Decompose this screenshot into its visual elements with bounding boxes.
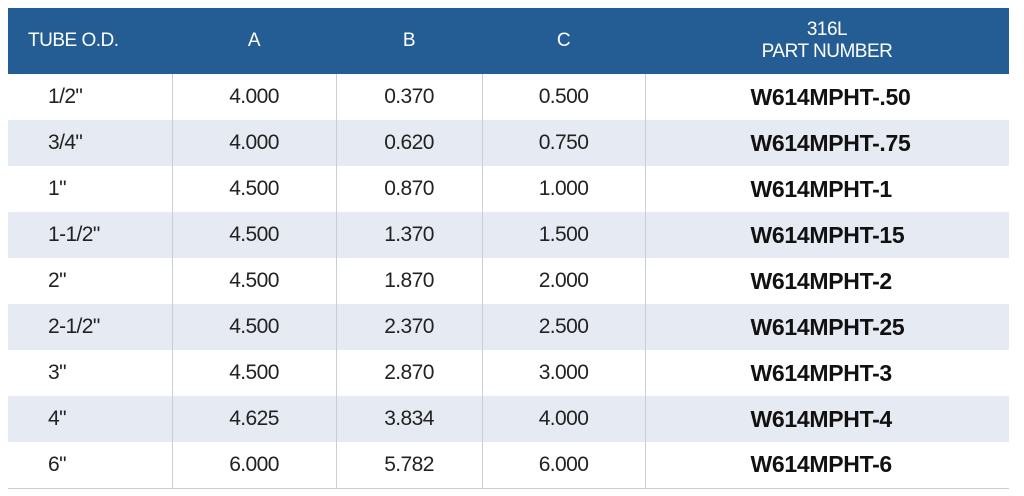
cell-c: 1.000 xyxy=(481,166,645,212)
cell-c: 2.500 xyxy=(481,304,645,350)
cell-a: 4.000 xyxy=(171,120,336,166)
cell-a: 4.500 xyxy=(171,212,336,258)
cell-b: 2.370 xyxy=(335,304,482,350)
cell-a: 4.500 xyxy=(171,166,336,212)
table-header: TUBE O.D. A B C 316L PART NUMBER xyxy=(8,8,1009,74)
header-part-number: 316L PART NUMBER xyxy=(645,8,1009,74)
table-row: 4" 4.625 3.834 4.000 W614MPHT-4 xyxy=(8,396,1009,442)
cell-c: 0.500 xyxy=(481,74,645,120)
table-row: 2-1/2" 4.500 2.370 2.500 W614MPHT-25 xyxy=(8,304,1009,350)
header-tube-od: TUBE O.D. xyxy=(28,30,119,51)
cell-a: 4.500 xyxy=(171,258,336,304)
cell-part-number: W614MPHT-15 xyxy=(644,212,1009,258)
cell-a: 4.625 xyxy=(171,396,336,442)
cell-part-number: W614MPHT-3 xyxy=(644,350,1009,396)
cell-tube-od: 1/2" xyxy=(48,85,83,108)
table-row: 2" 4.500 1.870 2.000 W614MPHT-2 xyxy=(8,258,1009,304)
cell-c: 0.750 xyxy=(481,120,645,166)
spec-table: TUBE O.D. A B C 316L PART NUMBER 1/2" 4.… xyxy=(8,8,1009,489)
cell-c: 1.500 xyxy=(481,212,645,258)
cell-a: 4.500 xyxy=(171,350,336,396)
header-part-line2: PART NUMBER xyxy=(761,41,893,62)
cell-part-number: W614MPHT-4 xyxy=(644,396,1009,442)
header-b: B xyxy=(402,30,416,51)
header-part-line1: 316L xyxy=(806,19,848,40)
cell-part-number: W614MPHT-.75 xyxy=(644,120,1009,166)
cell-part-number: W614MPHT-2 xyxy=(644,258,1009,304)
cell-c: 2.000 xyxy=(481,258,645,304)
cell-tube-od: 4" xyxy=(48,407,67,430)
cell-b: 0.370 xyxy=(335,74,482,120)
cell-a: 6.000 xyxy=(171,442,336,489)
table-row: 6" 6.000 5.782 6.000 W614MPHT-6 xyxy=(8,442,1009,489)
cell-b: 5.782 xyxy=(335,442,482,489)
cell-tube-od: 2" xyxy=(48,269,67,292)
cell-a: 4.000 xyxy=(171,74,336,120)
cell-a: 4.500 xyxy=(171,304,336,350)
table-row: 1/2" 4.000 0.370 0.500 W614MPHT-.50 xyxy=(8,74,1009,120)
cell-tube-od: 1" xyxy=(48,177,67,200)
cell-b: 1.370 xyxy=(335,212,482,258)
header-c: C xyxy=(556,30,571,51)
header-a: A xyxy=(247,30,261,51)
cell-b: 0.870 xyxy=(335,166,482,212)
cell-part-number: W614MPHT-.50 xyxy=(644,74,1009,120)
table-row: 1-1/2" 4.500 1.370 1.500 W614MPHT-15 xyxy=(8,212,1009,258)
table-row: 3" 4.500 2.870 3.000 W614MPHT-3 xyxy=(8,350,1009,396)
cell-c: 3.000 xyxy=(481,350,645,396)
header-row: TUBE O.D. A B C 316L PART NUMBER xyxy=(8,8,1009,74)
cell-tube-od: 3/4" xyxy=(48,131,83,154)
cell-tube-od: 6" xyxy=(8,442,172,489)
cell-c: 4.000 xyxy=(481,396,645,442)
cell-part-number: W614MPHT-6 xyxy=(644,442,1009,489)
cell-tube-od: 2-1/2" xyxy=(48,315,100,338)
cell-b: 1.870 xyxy=(335,258,482,304)
cell-part-number: W614MPHT-1 xyxy=(644,166,1009,212)
table-body: 1/2" 4.000 0.370 0.500 W614MPHT-.50 3/4"… xyxy=(8,74,1009,489)
table-row: 1" 4.500 0.870 1.000 W614MPHT-1 xyxy=(8,166,1009,212)
cell-part-number: W614MPHT-25 xyxy=(644,304,1009,350)
cell-b: 3.834 xyxy=(335,396,482,442)
spec-table-container: TUBE O.D. A B C 316L PART NUMBER 1/2" 4.… xyxy=(8,8,1009,489)
cell-b: 0.620 xyxy=(335,120,482,166)
cell-c: 6.000 xyxy=(481,442,645,489)
cell-b: 2.870 xyxy=(335,350,482,396)
cell-tube-od: 3" xyxy=(48,361,67,384)
table-row: 3/4" 4.000 0.620 0.750 W614MPHT-.75 xyxy=(8,120,1009,166)
cell-tube-od: 1-1/2" xyxy=(48,223,100,246)
